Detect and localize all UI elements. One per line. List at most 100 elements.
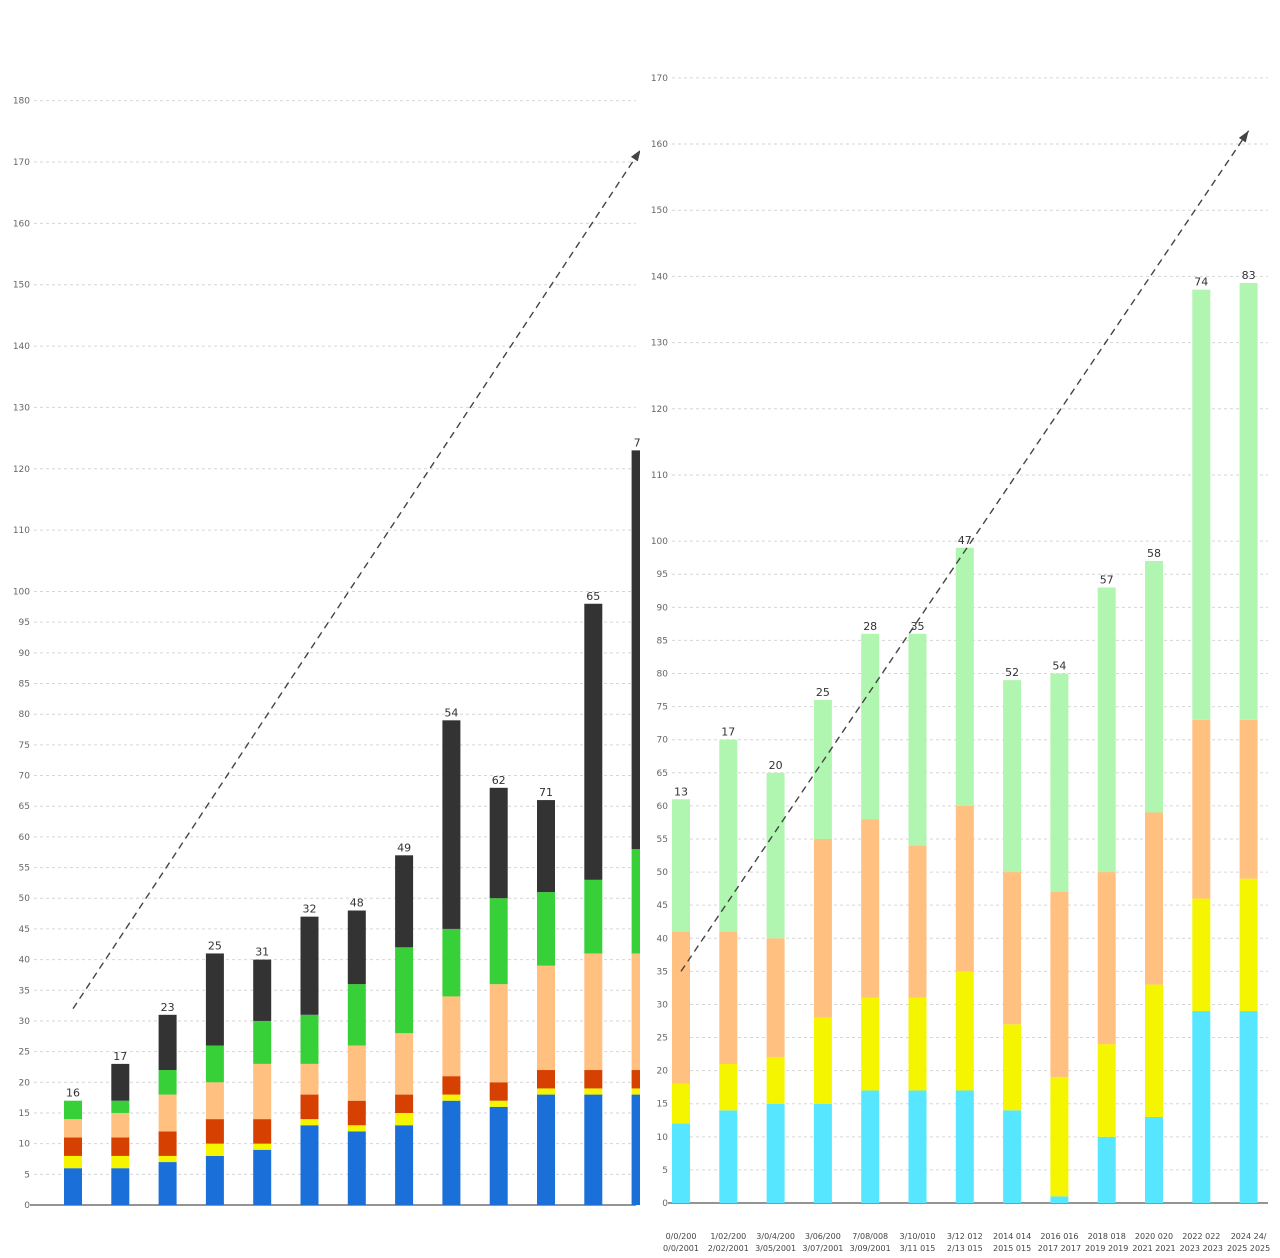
right-y-tick-label: 5 — [662, 1166, 668, 1176]
right-y-tick-label: 25 — [657, 1034, 668, 1044]
left-bar-segment — [347, 984, 366, 1046]
right-bar-segment — [672, 1083, 690, 1124]
left-bar-segment — [395, 855, 414, 948]
right-bar-segment — [766, 938, 785, 1058]
left-chart-svg: 0 5 10 15 20 25 30 35 40 45 50 55 60 65 70 75 80 85 90 95 10… — [13, 97, 640, 1211]
left-bar-segment — [205, 1119, 224, 1144]
left-y-tick-label: 65 — [19, 802, 30, 812]
left-y-tick-label: 30 — [19, 1017, 31, 1027]
left-bar-segment — [442, 928, 461, 997]
right-x-tick-label: 2025 2025 — [1227, 1244, 1270, 1253]
right-bar-segment — [1003, 1024, 1022, 1111]
right-y-tick-label: 120 — [651, 405, 668, 415]
right-bar-segment — [719, 1110, 738, 1203]
right-bar-segment — [719, 1064, 738, 1111]
left-bar-segment — [395, 1033, 414, 1095]
left-bar-segment — [631, 450, 640, 850]
right-y-tick-label: 60 — [657, 802, 669, 812]
left-bar-segment — [64, 1119, 82, 1138]
left-bar-segment — [253, 1119, 272, 1144]
left-data-label: 65 — [586, 590, 600, 603]
right-bar-segment — [861, 633, 880, 820]
left-bar-segment — [442, 1094, 461, 1101]
left-bar-segment — [584, 1070, 603, 1089]
right-data-label: 54 — [1052, 660, 1066, 673]
right-bar-segment — [908, 1090, 927, 1203]
left-bar-segment — [537, 800, 555, 893]
right-bar-segment — [1097, 1136, 1116, 1203]
left-y-tick-label: 85 — [19, 680, 30, 690]
right-y-tick-label: 95 — [657, 570, 668, 580]
right-y-tick-label: 45 — [657, 901, 668, 911]
left-data-label: 62 — [492, 774, 506, 787]
left-bar-segment — [347, 1100, 366, 1126]
right-bar-segment — [813, 838, 832, 1018]
left-bar-segment — [537, 892, 555, 966]
left-y-tick-label: 100 — [13, 587, 30, 597]
right-x-tick-label: 3/07/2001 — [802, 1244, 843, 1253]
left-y-tick-label: 90 — [19, 649, 31, 659]
right-x-tick-label: 2017 2017 — [1038, 1244, 1081, 1253]
right-bar-segment — [861, 997, 880, 1091]
left-bar-segment — [442, 1076, 461, 1095]
left-bar-segment — [300, 1063, 319, 1095]
right-y-tick-label: 130 — [651, 339, 668, 349]
right-data-label: 28 — [863, 620, 877, 633]
left-bar-segment — [347, 1131, 366, 1205]
left-y-tick-label: 35 — [19, 986, 30, 996]
left-y-tick-label: 180 — [13, 97, 30, 107]
left-y-tick-label: 55 — [19, 864, 30, 874]
right-bar-segment — [1192, 719, 1211, 899]
left-y-tick-label: 45 — [19, 925, 30, 935]
left-trend-arrowhead — [630, 150, 640, 162]
left-bar-segment — [489, 1100, 508, 1107]
left-data-label: 49 — [397, 841, 411, 854]
left-y-tick-label: 80 — [19, 710, 31, 720]
right-bar-segment — [1239, 1011, 1258, 1203]
left-bar-segment — [253, 1143, 272, 1150]
right-x-tick-label: 1/02/200 — [710, 1232, 746, 1241]
right-bar-segment — [1192, 1011, 1211, 1203]
right-bar-segment — [955, 971, 974, 1091]
right-y-tick-label: 170 — [651, 74, 668, 84]
left-data-label: 16 — [66, 1087, 80, 1100]
right-y-tick-label: 100 — [651, 537, 668, 547]
left-bar-segment — [442, 996, 461, 1077]
left-bar-segment — [347, 1125, 366, 1132]
right-bar-segment — [1050, 1196, 1069, 1203]
right-chart-panel: 0 5 10 15 20 25 30 35 40 45 50 55 60 65 70 75 80 85 90 95 10… — [640, 0, 1280, 1258]
left-bar-segment — [253, 1020, 272, 1064]
right-x-tick-label: 2023 2023 — [1180, 1244, 1223, 1253]
right-x-tick-label: 3/09/2001 — [850, 1244, 891, 1253]
left-bar-segment — [584, 879, 603, 954]
right-data-label: 17 — [721, 726, 735, 739]
right-y-tick-label: 75 — [657, 703, 668, 713]
right-y-tick-label: 85 — [657, 636, 668, 646]
left-bar-segment — [158, 1014, 177, 1071]
right-x-tick-label: 2019 2019 — [1085, 1244, 1128, 1253]
left-y-tick-label: 0 — [24, 1201, 30, 1211]
right-bar-segment — [766, 1057, 785, 1104]
left-bar-segment — [205, 1155, 224, 1205]
right-bar-segment — [955, 805, 974, 972]
right-bar-segment — [1003, 1110, 1022, 1203]
right-bar-segment — [1050, 673, 1069, 892]
left-bar-segment — [631, 953, 640, 1071]
left-y-tick-label: 140 — [13, 342, 30, 352]
left-bar-segment — [158, 1070, 177, 1095]
left-bar-segment — [395, 1094, 414, 1113]
left-bar-segment — [111, 1137, 130, 1156]
left-bar-segment — [111, 1063, 130, 1101]
right-x-tick-label: 2015 015 — [993, 1244, 1031, 1253]
right-data-label: 13 — [674, 785, 688, 798]
left-bar-segment — [64, 1100, 82, 1120]
right-x-tick-label: 0/0/2001 — [663, 1244, 699, 1253]
right-trend-arrowhead — [1238, 130, 1249, 143]
right-x-tick-label: 2016 016 — [1040, 1232, 1078, 1241]
left-bar-segment — [584, 1094, 603, 1205]
left-y-tick-label: 50 — [19, 894, 31, 904]
left-y-tick-label: 95 — [19, 618, 30, 628]
left-bar-segment — [205, 1045, 224, 1083]
left-trend-line — [72, 149, 640, 1010]
right-x-tick-label: 2020 020 — [1135, 1232, 1173, 1241]
